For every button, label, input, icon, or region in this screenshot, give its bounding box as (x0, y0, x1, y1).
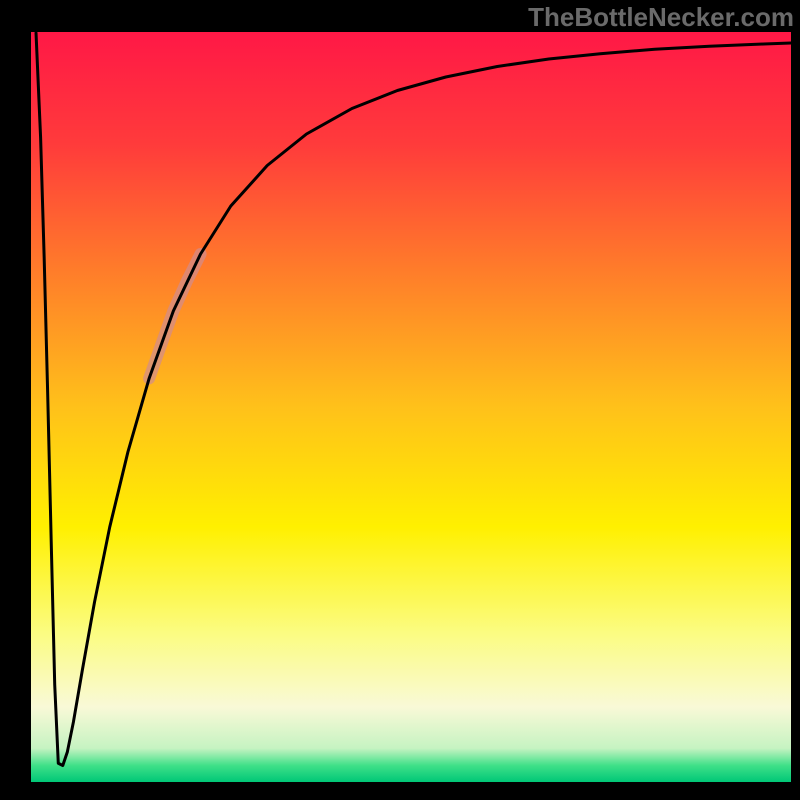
gradient-background (31, 32, 791, 782)
watermark-text: TheBottleNecker.com (528, 2, 794, 33)
bottleneck-chart (0, 0, 800, 800)
